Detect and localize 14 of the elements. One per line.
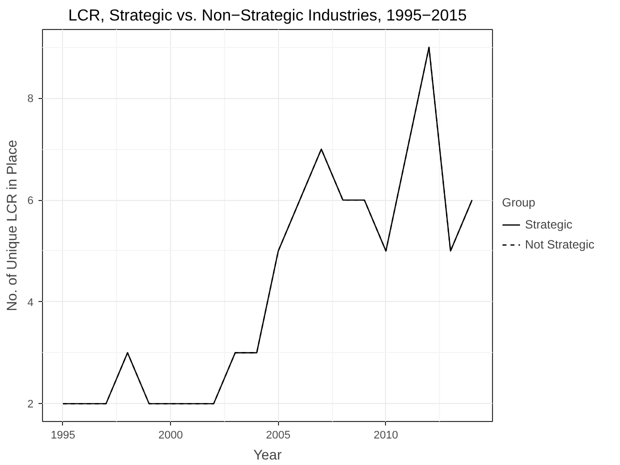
- y-tick-label: 8: [27, 93, 34, 106]
- y-tick-label: 4: [27, 296, 34, 309]
- x-tick-label: 2000: [158, 430, 183, 442]
- x-tick-label: 2005: [266, 430, 291, 442]
- legend-label: Not Strategic: [525, 238, 594, 252]
- chart-title: LCR, Strategic vs. Non−Strategic Industries, 1995−2015: [68, 8, 467, 24]
- y-tick-label: 6: [27, 195, 34, 208]
- x-tick-label: 2010: [374, 430, 398, 442]
- x-tick-label: 1995: [50, 430, 76, 442]
- x-axis-title: Year: [253, 446, 282, 462]
- y-axis-title: No. of Unique LCR in Place: [3, 140, 20, 312]
- legend-title: Group: [502, 196, 536, 210]
- legend-label: Strategic: [525, 218, 572, 232]
- y-tick-label: 2: [27, 398, 34, 411]
